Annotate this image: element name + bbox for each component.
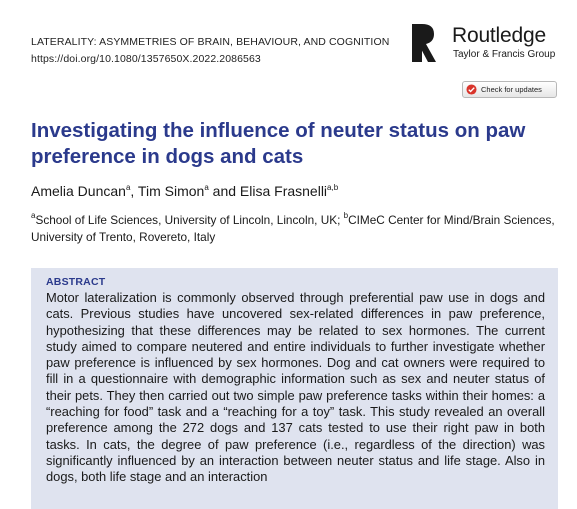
author-affiliation-mark: a	[125, 183, 131, 192]
affiliation-mark: b	[343, 211, 349, 220]
doi-link[interactable]: https://doi.org/10.1080/1357650X.2022.20…	[31, 53, 261, 65]
publisher-logo: ROUTLEDGE Routledge Taylor & Francis Gro…	[408, 22, 558, 66]
author-name[interactable]: Elisa Frasnelli	[239, 183, 328, 199]
publisher-name: Routledge	[452, 24, 546, 47]
author-separator: and	[208, 183, 240, 199]
affiliation-text: School of Life Sciences, University of L…	[35, 213, 344, 227]
journal-name: LATERALITY: ASYMMETRIES OF BRAIN, BEHAVI…	[31, 36, 390, 48]
svg-text:ROUTLEDGE: ROUTLEDGE	[408, 43, 412, 65]
author-name[interactable]: Tim Simon	[137, 183, 205, 199]
abstract-text: Motor lateralization is commonly observe…	[46, 290, 545, 485]
publisher-subtitle: Taylor & Francis Group	[453, 49, 556, 60]
affiliation-mark: a	[31, 211, 36, 220]
author-affiliation-mark: a,b	[327, 183, 339, 192]
affiliation-text: CIMeC Center for Mind/Brain Sciences, Un…	[31, 213, 555, 244]
check-for-updates-icon	[466, 84, 477, 95]
check-for-updates-label: Check for updates	[481, 85, 542, 94]
routledge-logo-icon: ROUTLEDGE	[408, 24, 436, 65]
abstract-heading: ABSTRACT	[46, 276, 106, 288]
article-title: Investigating the influence of neuter st…	[31, 119, 526, 168]
abstract-section: ABSTRACT Motor lateralization is commonl…	[31, 268, 558, 509]
check-for-updates-button[interactable]: Check for updates	[462, 81, 557, 98]
author-affiliation-mark: a	[204, 183, 209, 192]
affiliations: aSchool of Life Sciences, University of …	[31, 212, 561, 246]
journal-header: LATERALITY: ASYMMETRIES OF BRAIN, BEHAVI…	[31, 34, 389, 68]
author-separator: ,	[130, 183, 138, 199]
author-name[interactable]: Amelia Duncan	[31, 183, 126, 199]
author-list: Amelia Duncana, Tim Simona and Elisa Fra…	[31, 182, 338, 200]
